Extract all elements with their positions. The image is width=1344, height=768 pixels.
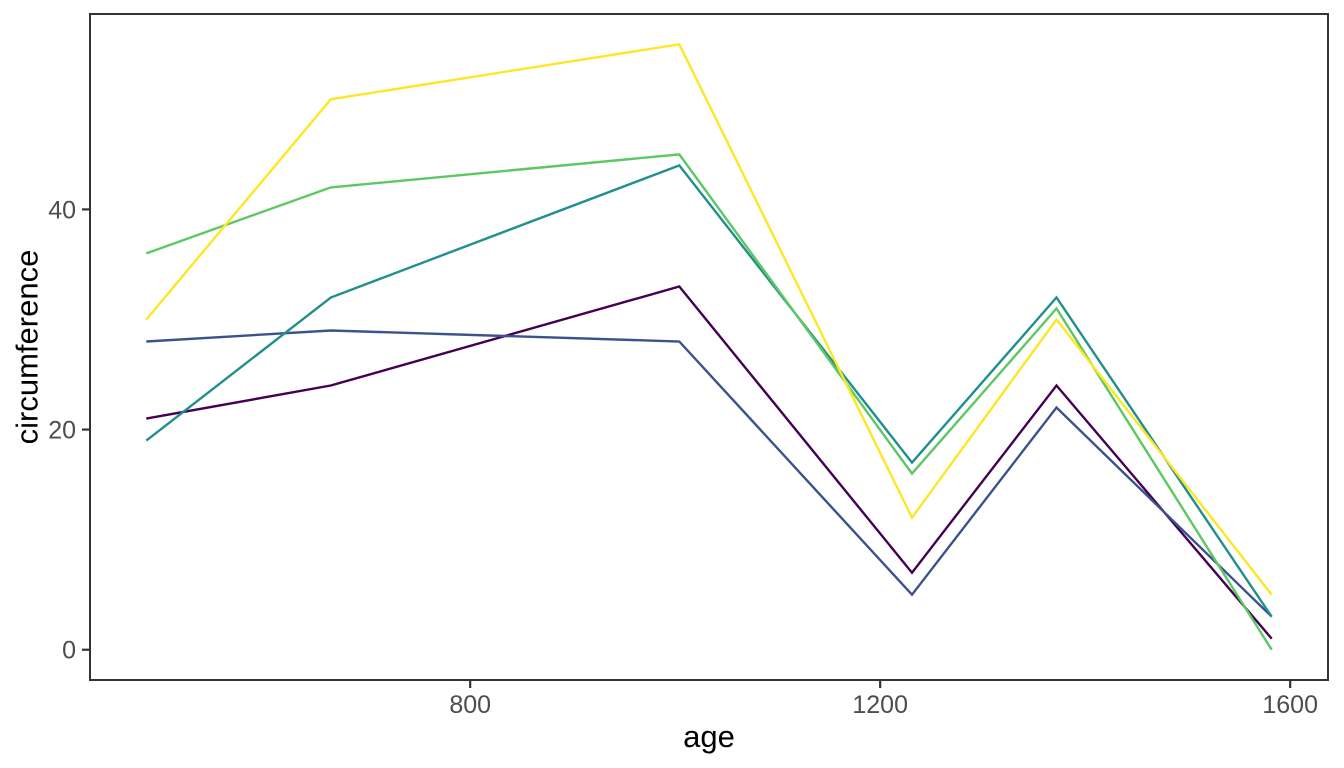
x-tick-label: 800: [449, 691, 491, 719]
x-tick-label: 1600: [1262, 691, 1318, 719]
y-tick-label: 0: [62, 637, 76, 665]
y-axis-title: circumference: [9, 249, 45, 445]
series-2-blue-line: [146, 329, 1273, 618]
series-5-yellow-line: [145, 42, 1273, 596]
series-3-teal-line: [145, 163, 1273, 618]
y-tick-label: 20: [48, 417, 76, 445]
x-tick-label: 1200: [852, 691, 908, 719]
series-1-purple-line: [146, 285, 1273, 640]
x-axis-title: age: [683, 719, 735, 754]
panel-border: [89, 13, 1329, 681]
y-tick-label: 40: [48, 196, 76, 224]
series-4-green-line: [145, 153, 1273, 651]
